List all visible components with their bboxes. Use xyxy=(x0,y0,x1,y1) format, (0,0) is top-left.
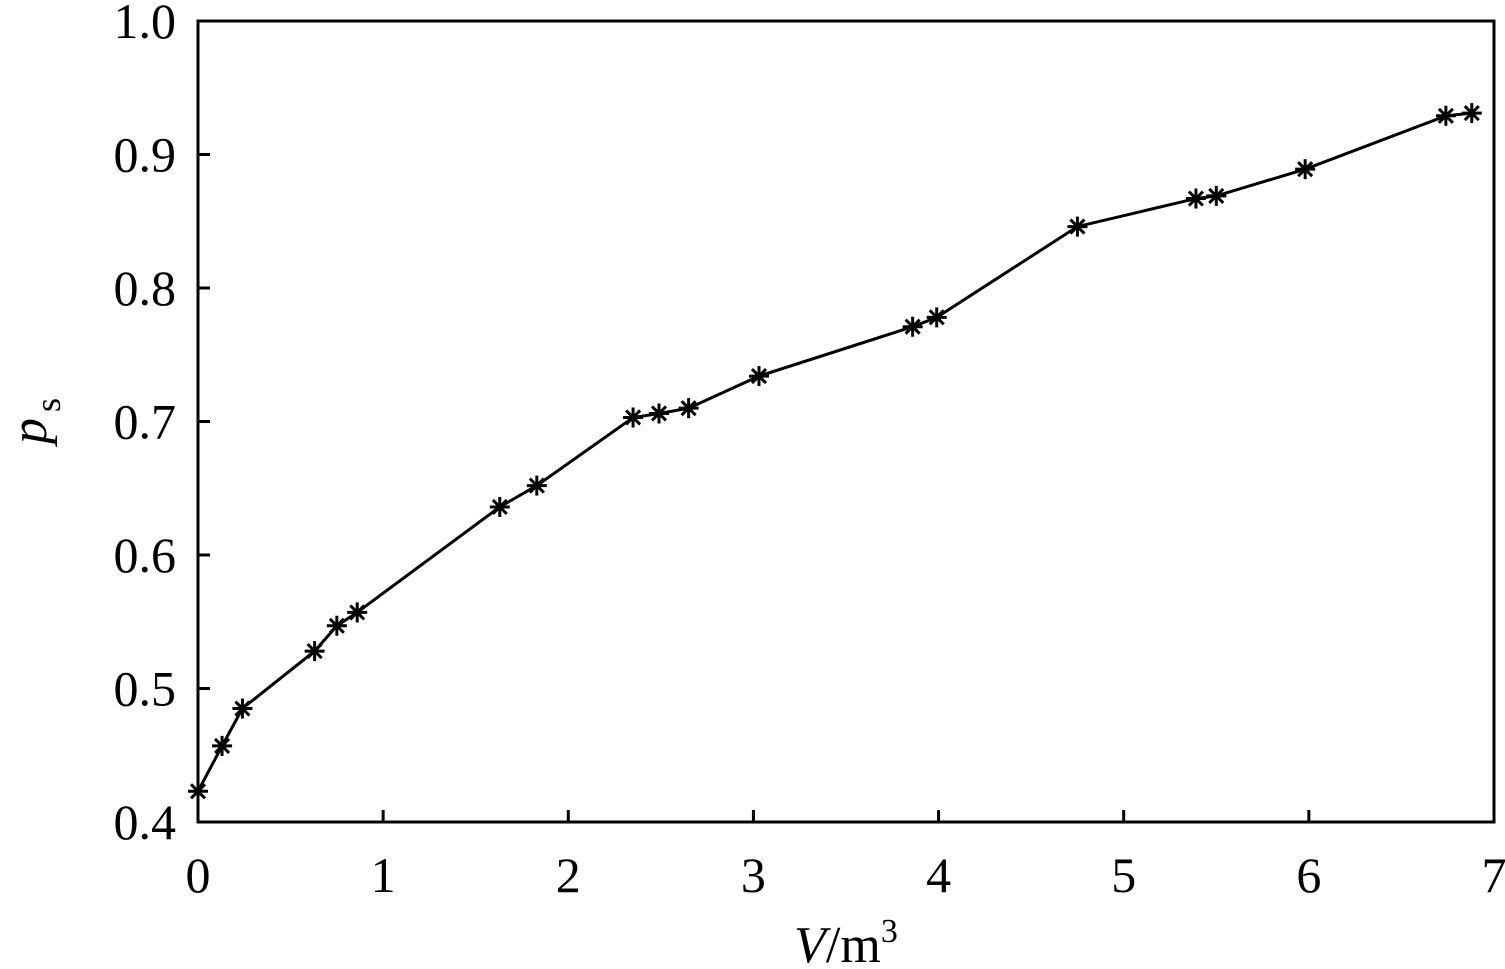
data-point-marker xyxy=(232,698,253,719)
x-tick-label: 0 xyxy=(186,847,211,903)
x-tick-label: 6 xyxy=(1296,847,1321,903)
data-point-marker xyxy=(188,781,208,802)
data-point-marker xyxy=(212,735,233,756)
y-tick-label: 0.9 xyxy=(114,127,177,183)
series-markers xyxy=(188,103,1482,802)
plot-frame xyxy=(196,19,1496,824)
x-axis-label: V/m3 xyxy=(794,913,898,969)
x-tick-label: 7 xyxy=(1482,847,1505,903)
data-point-marker xyxy=(926,307,947,328)
x-tick-label: 4 xyxy=(926,847,951,903)
y-tick-label: 1.0 xyxy=(114,0,177,49)
x-tick-label: 1 xyxy=(371,847,396,903)
data-point-marker xyxy=(304,641,325,662)
data-point-marker xyxy=(748,366,769,387)
y-axis-ticks: 0.4 0.5 0.6 0.7 0.8 0.9 1.0 xyxy=(114,0,210,850)
y-tick-label: 0.6 xyxy=(114,527,177,583)
data-point-marker xyxy=(526,475,547,496)
data-point-marker xyxy=(489,496,510,517)
x-tick-label: 3 xyxy=(741,847,766,903)
y-tick-label: 0.8 xyxy=(114,260,177,316)
data-point-marker xyxy=(1067,216,1088,237)
data-point-marker xyxy=(902,316,923,337)
y-tick-label: 0.7 xyxy=(114,394,177,450)
data-point-marker xyxy=(326,615,347,636)
x-axis-ticks: 0 1 2 3 4 5 6 7 xyxy=(186,810,1505,903)
y-axis-label: ps xyxy=(1,398,68,448)
data-point-marker xyxy=(1206,185,1227,206)
data-point-marker xyxy=(623,407,644,428)
data-point-marker xyxy=(1461,103,1482,124)
y-tick-label: 0.4 xyxy=(114,794,177,850)
data-point-marker xyxy=(1435,105,1456,126)
x-tick-label: 2 xyxy=(556,847,581,903)
data-point-marker xyxy=(678,398,699,419)
data-point-marker xyxy=(1295,159,1316,180)
series-line xyxy=(196,111,1472,793)
y-tick-label: 0.5 xyxy=(114,661,177,717)
x-tick-label: 5 xyxy=(1111,847,1136,903)
data-point-marker xyxy=(347,602,368,623)
data-point-marker xyxy=(649,403,670,424)
data-point-marker xyxy=(1185,188,1206,209)
